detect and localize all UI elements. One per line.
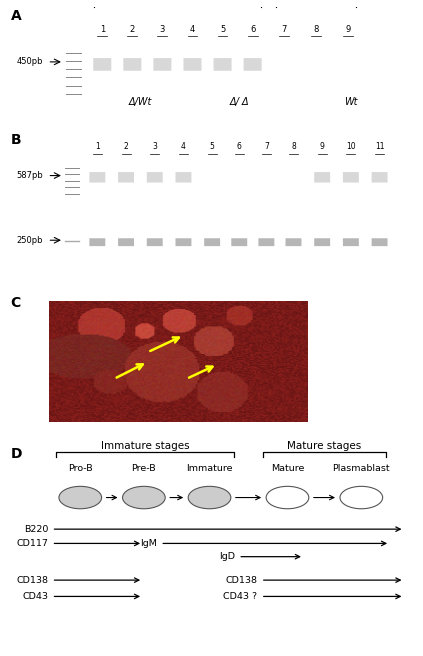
Text: 7: 7 — [264, 142, 269, 151]
Text: IgM: IgM — [140, 539, 157, 548]
Text: Immature stages: Immature stages — [101, 441, 189, 451]
Text: C: C — [11, 296, 21, 310]
Text: 4: 4 — [181, 142, 186, 151]
Text: B220: B220 — [24, 525, 48, 533]
Text: 8: 8 — [313, 25, 319, 34]
Ellipse shape — [340, 486, 383, 509]
Text: CD43: CD43 — [22, 592, 48, 601]
Text: IgD: IgD — [219, 552, 235, 561]
Text: 3: 3 — [152, 142, 157, 151]
Text: 8: 8 — [291, 142, 296, 151]
Text: Wt: Wt — [344, 97, 357, 108]
Text: Pre-B: Pre-B — [132, 464, 156, 473]
Text: 2: 2 — [130, 25, 135, 34]
Text: 5: 5 — [220, 25, 225, 34]
Text: 7: 7 — [282, 25, 287, 34]
Text: Mature stages: Mature stages — [287, 441, 362, 451]
Text: 6: 6 — [237, 142, 242, 151]
Ellipse shape — [188, 486, 231, 509]
Text: CD138: CD138 — [16, 575, 48, 584]
Text: 4: 4 — [190, 25, 195, 34]
Ellipse shape — [266, 486, 309, 509]
Text: 2: 2 — [124, 142, 129, 151]
Text: D: D — [11, 447, 22, 461]
Text: 10: 10 — [346, 142, 356, 151]
Text: 11: 11 — [375, 142, 385, 151]
Text: 250pb: 250pb — [17, 236, 43, 245]
Text: A: A — [11, 9, 21, 23]
Text: 587pb: 587pb — [16, 171, 43, 180]
Text: Δ/Wt: Δ/Wt — [129, 97, 152, 108]
Text: 3: 3 — [160, 25, 165, 34]
Text: CD138: CD138 — [225, 575, 258, 584]
Text: 450pb: 450pb — [17, 57, 43, 66]
Text: Immature: Immature — [186, 464, 233, 473]
Text: 6: 6 — [250, 25, 255, 34]
Text: B: B — [11, 133, 21, 147]
Text: Mature: Mature — [271, 464, 304, 473]
Text: Pro-B: Pro-B — [68, 464, 93, 473]
Text: CD43 ?: CD43 ? — [223, 592, 258, 601]
Ellipse shape — [59, 486, 102, 509]
Text: Plasmablast: Plasmablast — [332, 464, 390, 473]
Text: 9: 9 — [320, 142, 324, 151]
Text: Δ/ Δ: Δ/ Δ — [229, 97, 249, 108]
Text: 1: 1 — [95, 142, 100, 151]
Ellipse shape — [123, 486, 165, 509]
Text: CD117: CD117 — [16, 539, 48, 548]
Text: 5: 5 — [210, 142, 214, 151]
Text: 1: 1 — [100, 25, 105, 34]
Text: 9: 9 — [345, 25, 351, 34]
